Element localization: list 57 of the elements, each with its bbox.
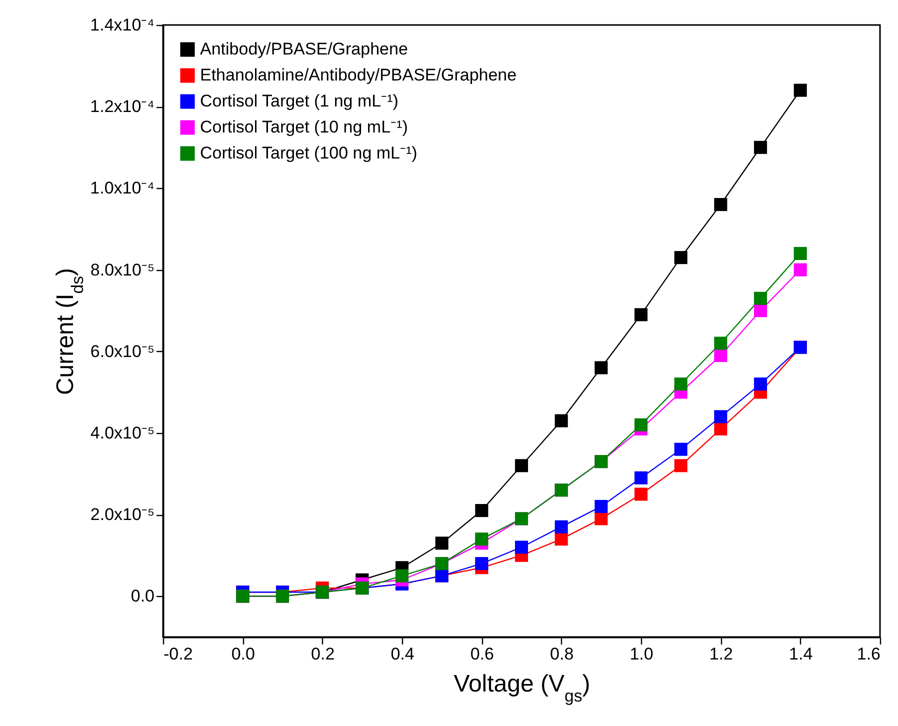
legend-label: Cortisol Target (1 ng mL⁻¹) xyxy=(200,92,398,110)
point xyxy=(714,198,728,212)
x-tick-label: 1.0 xyxy=(630,644,654,664)
point xyxy=(754,292,768,305)
legend-label: Cortisol Target (10 ng mL⁻¹) xyxy=(200,118,408,136)
point xyxy=(794,246,807,260)
point xyxy=(395,569,409,582)
x-axis-title: Voltage (V$_{gs}$) xyxy=(454,670,590,705)
point xyxy=(634,471,648,484)
y-tick-label: 6.0x10⁻⁵ xyxy=(90,342,154,361)
point xyxy=(754,378,768,391)
x-tick-label: 1.6 xyxy=(856,644,880,664)
point xyxy=(634,488,648,501)
x-tick-label: 0.6 xyxy=(470,644,494,664)
point xyxy=(594,361,608,374)
point xyxy=(634,418,648,432)
point xyxy=(435,536,448,550)
y-tick-label: 4.0x10⁻⁵ xyxy=(90,424,154,442)
point xyxy=(514,540,528,554)
point xyxy=(554,520,568,534)
x-tick-label: -0.2 xyxy=(164,644,193,664)
point xyxy=(674,251,688,264)
point xyxy=(714,348,728,362)
y-tick-label: 1.4x10⁻⁴ xyxy=(90,16,154,34)
x-tick-label: 1.2 xyxy=(709,644,733,664)
point xyxy=(714,410,728,424)
point xyxy=(674,459,688,472)
legend-label: Ethanolamine/Antibody/PBASE/Graphene xyxy=(200,66,517,84)
y-tick-label: 2.0x10⁻⁵ xyxy=(90,505,154,524)
point xyxy=(754,140,768,154)
x-tick-label: 0.4 xyxy=(390,644,414,664)
point xyxy=(794,84,807,97)
y-tick-label: 0.0 xyxy=(130,586,154,606)
point xyxy=(514,459,528,472)
y-tick-label: 8.0x10⁻⁵ xyxy=(90,260,154,280)
x-tick-label: 0.8 xyxy=(550,644,574,664)
point xyxy=(714,422,728,436)
x-tick-label: 1.4 xyxy=(789,644,813,664)
legend-label: Antibody/PBASE/Graphene xyxy=(200,40,408,58)
point xyxy=(634,308,648,322)
y-tick-label: 1.2x10⁻⁴ xyxy=(90,97,154,116)
point xyxy=(554,532,568,546)
point xyxy=(674,378,688,391)
point xyxy=(554,414,568,428)
legend-label: Cortisol Target (100 ng mL⁻¹) xyxy=(200,144,418,162)
point xyxy=(475,557,488,570)
x-tick-label: 0.0 xyxy=(231,644,255,664)
point xyxy=(594,512,608,526)
point xyxy=(714,336,728,350)
point xyxy=(794,263,807,276)
point xyxy=(754,304,768,318)
y-tick-label: 1.0x10⁻⁴ xyxy=(90,178,154,198)
x-tick-label: 0.2 xyxy=(311,644,335,664)
point xyxy=(674,442,688,456)
point xyxy=(594,500,608,513)
point xyxy=(475,532,488,546)
point xyxy=(475,504,488,518)
